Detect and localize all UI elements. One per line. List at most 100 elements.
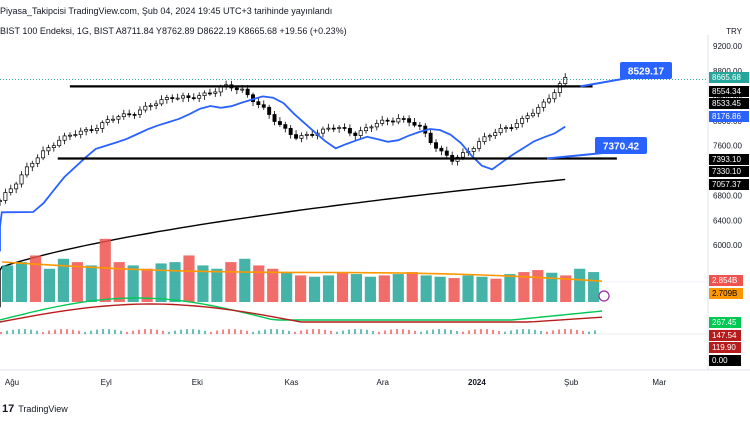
candle-body [213,91,218,94]
macd-hist-bar [348,329,350,334]
price-tag-label: 7057.37 [712,180,741,189]
macd-hist-bar [588,331,590,334]
macd-hist-bar [216,330,218,334]
candle-body [364,127,369,132]
volume-bar [29,255,42,302]
candle-body [369,126,374,129]
candle-body [73,134,78,136]
candle-body [477,141,482,149]
x-tick-label: Ağu [5,378,19,387]
macd-hist-bar [36,330,38,334]
macd-hist-bar [276,329,278,334]
macd-hist-bar [312,329,314,334]
macd-hist-bar [456,330,458,334]
macd-slow-line [0,303,603,323]
volume-bar [113,262,125,302]
volume-bar [85,265,97,302]
macd-hist-bar [246,330,248,334]
candle-body [294,134,299,139]
candle-body [288,127,293,135]
candle-body [272,114,277,122]
candle-body [525,115,530,119]
candle-body [132,114,137,116]
macd-hist-bar [300,330,302,334]
macd-hist-bar [6,330,8,334]
x-tick-label: Eki [192,378,203,387]
candle-body [385,119,390,122]
volume-bar [448,278,460,302]
volume-bar [574,268,586,302]
candle-body [439,147,444,152]
macd-hist-bar [60,329,62,334]
macd-hist-bar [210,331,212,334]
candle-body [218,86,223,93]
macd-hist-bar [258,330,260,334]
macd-hist-bar [198,329,200,334]
volume-bar [267,268,279,302]
candle-body [137,109,142,115]
macd-hist-bar [138,329,140,334]
macd-hist-bar [360,329,362,334]
candle-body [51,145,56,148]
volume-bar [322,275,335,302]
candle-body [563,77,568,84]
y-tick-label: 9200.00 [713,42,742,51]
candle-body [111,118,116,121]
macd-hist-bar [114,329,116,334]
candle-body [8,188,13,193]
macd-hist-bar [444,329,446,334]
candle-body [240,88,245,91]
macd-hist-bar [72,329,74,334]
macd-hist-bar [582,331,584,334]
candle-body [428,132,433,143]
candle-body [35,157,40,164]
price-tag-label: 8176.86 [712,112,741,121]
volume-bar [15,262,28,302]
macd-tag [709,330,741,341]
macd-hist-bar [558,329,560,334]
macd-hist-bar [372,330,374,334]
macd-hist-bar [342,330,344,334]
candle-body [170,97,175,100]
candle-body [487,135,492,138]
candle-body [530,112,535,117]
candle-body [143,105,148,111]
macd-hist-bar [414,330,416,334]
price-tag [709,179,749,190]
macd-hist-bar [102,329,104,334]
candle-body [186,95,191,98]
macd-hist-bar [390,329,392,334]
candle-body [390,120,395,123]
candle-body [358,130,363,136]
macd-hist-bar [282,329,284,334]
candle-body [14,183,19,190]
macd-hist-bar [336,331,338,334]
callout-box [595,137,647,154]
macd-tag [709,355,741,366]
candle-body [337,127,342,129]
candle-body [62,135,67,141]
candle-body [374,123,379,128]
ma-short-line [0,95,566,252]
candle-body [121,113,126,117]
volume-bar [350,274,362,302]
candle-body [396,118,401,123]
macd-hist-bar [528,329,530,334]
x-tick-label: Mar [652,378,666,387]
candle-body [520,118,525,124]
macd-fast-line [0,297,603,321]
macd-hist-bar [438,329,440,334]
macd-hist-bar [42,331,44,334]
candle-body [277,121,282,125]
macd-hist-bar [408,329,410,334]
macd-hist-bar [162,330,164,334]
macd-hist-bar [90,330,92,334]
volume-bar [127,265,139,302]
macd-tag-label: 119.90 [712,343,736,352]
price-tag [709,166,749,177]
macd-hist-bar [174,330,176,334]
candle-body [407,118,412,123]
candle-body [197,95,202,99]
candle-body [331,127,336,130]
